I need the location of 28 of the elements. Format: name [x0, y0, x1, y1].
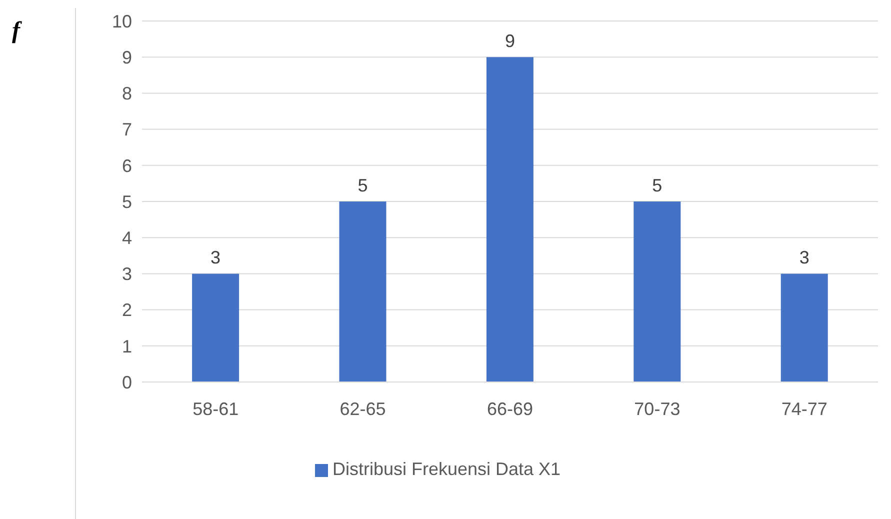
y-tick-label: 3: [122, 264, 132, 284]
legend-label: Distribusi Frekuensi Data X1: [332, 459, 561, 479]
data-label: 5: [358, 176, 368, 196]
y-tick-label: 10: [112, 11, 132, 32]
data-label: 3: [210, 248, 221, 268]
y-tick-label: 7: [122, 120, 132, 140]
bar: [634, 202, 681, 382]
y-tick-label: 1: [122, 336, 132, 356]
y-tick-label: 2: [122, 300, 132, 320]
bar: [486, 57, 534, 382]
x-tick-label: 70-73: [634, 398, 680, 419]
data-label: 9: [504, 31, 515, 52]
y-tick-label: 9: [122, 47, 132, 68]
data-label: 5: [652, 176, 662, 196]
x-tick-label: 58-61: [192, 398, 239, 419]
y-tick-label: 0: [122, 372, 132, 392]
x-tick-label: 62-65: [340, 398, 386, 419]
y-tick-label: 5: [122, 192, 132, 212]
bar: [339, 202, 386, 382]
bar: [192, 274, 240, 382]
y-tick-label: 4: [122, 228, 132, 248]
y-tick-label: 6: [122, 156, 132, 176]
y-tick-label: 8: [122, 84, 132, 104]
x-tick-label: 66-69: [486, 398, 534, 419]
x-tick-label: 74-77: [781, 398, 828, 419]
y-axis-title: f: [12, 18, 20, 45]
data-label: 3: [799, 248, 810, 268]
bar: [780, 274, 828, 382]
